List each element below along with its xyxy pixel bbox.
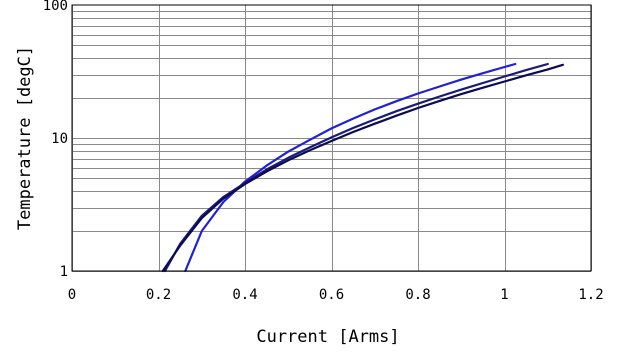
y-tick-label: 1 (60, 264, 68, 280)
series-line-3 (161, 63, 565, 273)
x-tick-label: 0.8 (405, 287, 430, 303)
series-line-1 (184, 62, 517, 273)
x-tick-label: 0.4 (232, 287, 257, 303)
tick-labels: 0 0.2 0.4 0.6 0.8 1 1.2 1 10 100 (43, 0, 604, 303)
x-tick-label: 0.6 (319, 287, 344, 303)
y-axis-label: Temperature [degC] (15, 46, 35, 230)
grid (72, 5, 592, 272)
series-line-2 (163, 62, 549, 273)
x-axis-label: Current [Arms] (256, 327, 399, 347)
x-tick-label: 1.2 (578, 287, 603, 303)
x-tick-label: 0 (68, 287, 76, 303)
y-tick-label: 10 (51, 131, 68, 147)
series-lines (161, 62, 565, 273)
x-tick-label: 0.2 (146, 287, 171, 303)
plot-frame (71, 4, 592, 272)
x-tick-label: 1 (500, 287, 508, 303)
y-tick-label: 100 (43, 0, 68, 14)
